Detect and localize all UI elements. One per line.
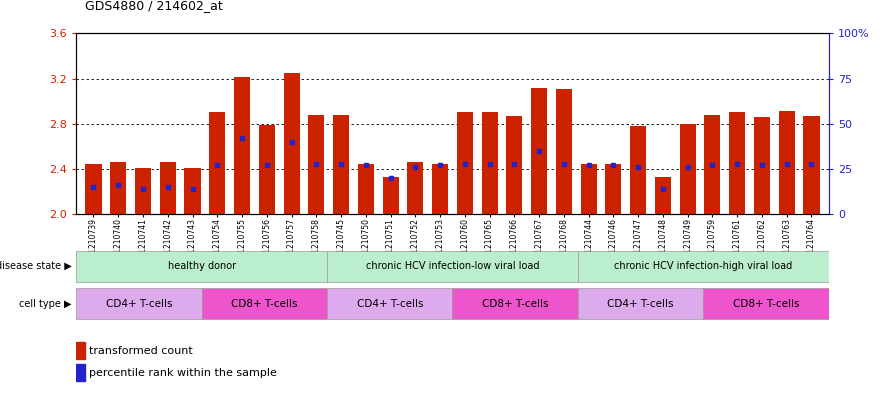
Bar (283, 73, 299, 214)
Text: CD8+ T-cells: CD8+ T-cells (231, 299, 297, 309)
Bar (85, 164, 101, 214)
Bar (76, 364, 85, 381)
Text: CD4+ T-cells: CD4+ T-cells (357, 299, 423, 309)
Bar (234, 77, 250, 214)
Bar (110, 162, 126, 214)
Bar (804, 116, 820, 214)
Text: chronic HCV infection-low viral load: chronic HCV infection-low viral load (366, 261, 539, 271)
Bar (408, 162, 424, 214)
Text: chronic HCV infection-high viral load: chronic HCV infection-high viral load (615, 261, 792, 271)
Bar (210, 112, 225, 214)
Bar (259, 125, 275, 214)
Text: CD8+ T-cells: CD8+ T-cells (482, 299, 548, 309)
Bar (185, 168, 201, 214)
Bar (581, 164, 597, 214)
Bar (779, 111, 795, 214)
Bar (202, 288, 327, 319)
Bar (578, 251, 829, 282)
Bar (556, 89, 572, 214)
Bar (754, 117, 770, 214)
Text: healthy donor: healthy donor (168, 261, 236, 271)
Bar (606, 164, 622, 214)
Bar (457, 112, 473, 214)
Bar (452, 288, 578, 319)
Text: cell type ▶: cell type ▶ (19, 299, 72, 309)
Bar (578, 288, 703, 319)
Bar (135, 168, 151, 214)
Bar (383, 177, 399, 214)
Bar (76, 342, 85, 359)
Bar (432, 164, 448, 214)
Bar (680, 124, 695, 214)
Bar (159, 162, 176, 214)
Text: CD4+ T-cells: CD4+ T-cells (607, 299, 674, 309)
Bar (729, 112, 745, 214)
Text: percentile rank within the sample: percentile rank within the sample (90, 368, 278, 378)
Bar (531, 88, 547, 214)
Bar (308, 115, 324, 214)
Bar (76, 251, 327, 282)
Bar (655, 177, 671, 214)
Bar (327, 251, 578, 282)
Text: disease state ▶: disease state ▶ (0, 261, 72, 271)
Bar (333, 115, 349, 214)
Text: CD4+ T-cells: CD4+ T-cells (106, 299, 172, 309)
Text: CD8+ T-cells: CD8+ T-cells (733, 299, 799, 309)
Text: transformed count: transformed count (90, 346, 194, 356)
Bar (358, 164, 374, 214)
Bar (703, 288, 829, 319)
Text: GDS4880 / 214602_at: GDS4880 / 214602_at (85, 0, 223, 12)
Bar (76, 288, 202, 319)
Bar (630, 126, 646, 214)
Bar (327, 288, 452, 319)
Bar (506, 116, 522, 214)
Bar (704, 115, 720, 214)
Bar (481, 112, 497, 214)
